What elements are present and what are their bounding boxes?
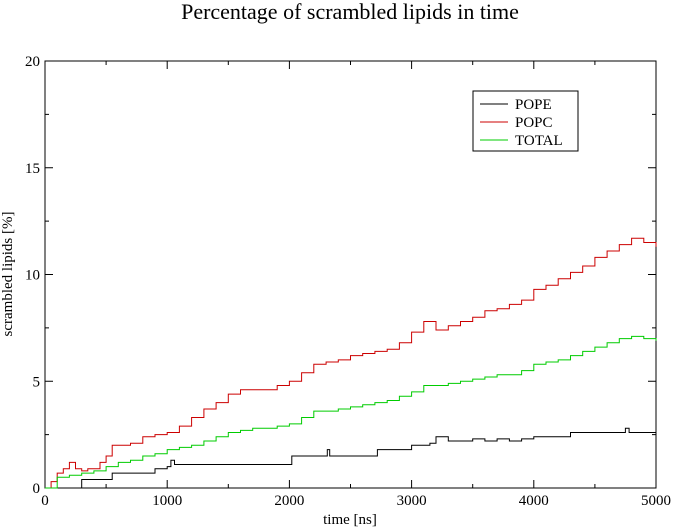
plot-lines <box>45 237 657 489</box>
series-line-total <box>45 335 657 489</box>
y-tick-label: 0 <box>33 481 41 497</box>
y-tick-label: 20 <box>25 54 40 70</box>
y-axis: 0 5 10 15 20 <box>25 54 656 497</box>
x-tick-label: 3000 <box>397 493 427 509</box>
x-tick-label: 5000 <box>641 493 671 509</box>
y-tick-label: 15 <box>25 161 40 177</box>
x-tick-label: 1000 <box>152 493 182 509</box>
legend-label-total: TOTAL <box>515 133 563 149</box>
y-tick-label: 10 <box>25 268 40 284</box>
y-tick-label: 5 <box>33 374 41 390</box>
chart-title: Percentage of scrambled lipids in time <box>181 0 519 24</box>
x-tick-label: 4000 <box>519 493 549 509</box>
x-axis: 0 1000 2000 3000 4000 5000 <box>41 61 671 509</box>
legend: POPE POPC TOTAL <box>472 90 579 152</box>
x-tick-label: 0 <box>41 493 49 509</box>
x-axis-label: time [ns] <box>323 512 377 528</box>
series-line-pope <box>45 427 656 489</box>
y-axis-label: scrambled lipids [%] <box>0 212 16 337</box>
legend-label-pope: POPE <box>515 97 552 113</box>
legend-box <box>472 90 579 152</box>
x-tick-label: 2000 <box>274 493 304 509</box>
series-line-popc <box>45 237 657 489</box>
legend-label-popc: POPC <box>515 115 553 131</box>
